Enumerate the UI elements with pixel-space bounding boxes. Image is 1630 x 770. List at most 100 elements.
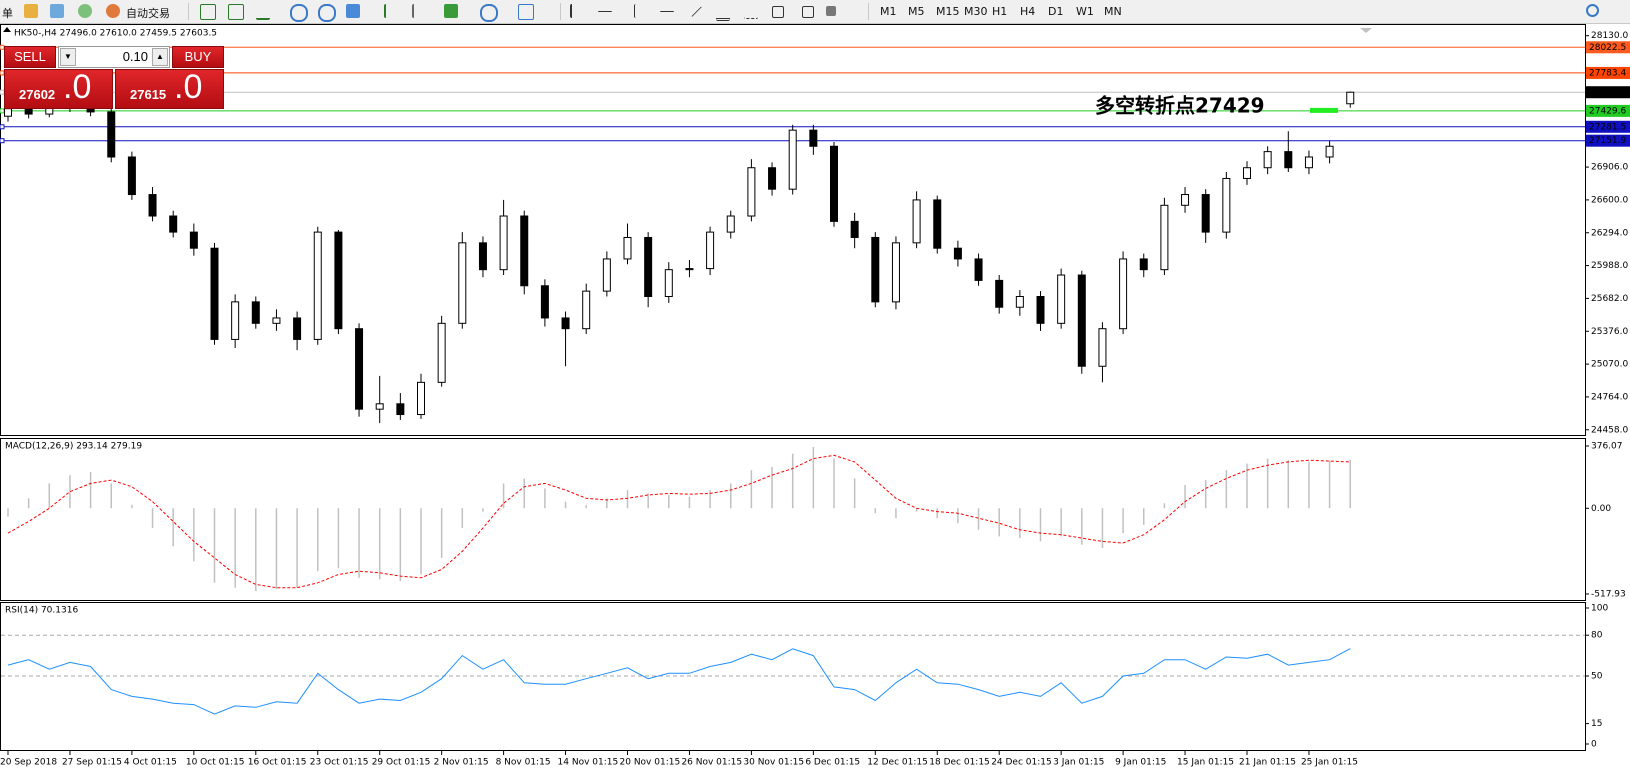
icon[interactable] bbox=[24, 4, 38, 18]
timeframe-button[interactable]: M1 bbox=[880, 5, 897, 18]
candle-body bbox=[293, 317, 302, 340]
candle-body bbox=[520, 215, 529, 287]
icon[interactable] bbox=[660, 11, 674, 13]
collapse-arrow[interactable] bbox=[3, 27, 11, 32]
y-tick-label: 26294.0 bbox=[1591, 228, 1628, 238]
y-tick-label: 25376.0 bbox=[1591, 327, 1628, 337]
sell-price-box[interactable]: 27602 .0 bbox=[4, 68, 113, 109]
x-tick-label: 24 Dec 01:15 bbox=[991, 758, 1052, 768]
x-tick-label: 27 Sep 01:15 bbox=[62, 758, 122, 768]
candle-body bbox=[830, 145, 838, 222]
timeframe-button[interactable]: H4 bbox=[1020, 5, 1036, 18]
separator bbox=[560, 3, 561, 20]
icon[interactable] bbox=[634, 4, 649, 18]
candle-body bbox=[933, 199, 942, 249]
icon[interactable] bbox=[480, 4, 498, 22]
candle-body bbox=[706, 231, 715, 270]
sell-button[interactable]: SELL bbox=[4, 46, 56, 68]
menu-label[interactable]: 单 bbox=[2, 7, 13, 20]
icon[interactable] bbox=[772, 6, 784, 18]
icon[interactable] bbox=[346, 4, 360, 18]
y-tick-label: 26600.0 bbox=[1591, 195, 1628, 205]
candle-body bbox=[458, 242, 467, 324]
x-tick-label: 12 Dec 01:15 bbox=[867, 758, 928, 768]
timeframe-button[interactable]: M15 bbox=[936, 5, 960, 18]
candle-body bbox=[1284, 151, 1293, 169]
candle-body bbox=[169, 215, 178, 233]
indicator-line bbox=[7, 648, 1351, 715]
timeframe-button[interactable]: M30 bbox=[964, 5, 988, 18]
timeframe-button[interactable]: D1 bbox=[1048, 5, 1064, 18]
icon[interactable] bbox=[200, 4, 216, 20]
level-label-bg bbox=[1586, 104, 1630, 117]
icon[interactable] bbox=[598, 11, 612, 13]
candle-body bbox=[1119, 258, 1128, 330]
candle-body bbox=[953, 247, 962, 260]
x-tick-label: 18 Dec 01:15 bbox=[929, 758, 990, 768]
candle-body bbox=[251, 301, 260, 324]
timeframe-button[interactable]: H1 bbox=[992, 5, 1008, 18]
sell-price: 27602 bbox=[19, 87, 56, 102]
candle-body bbox=[726, 215, 735, 233]
icon[interactable] bbox=[384, 4, 400, 18]
lot-input[interactable]: 0.10 bbox=[122, 49, 148, 64]
icon[interactable] bbox=[444, 4, 458, 18]
candle-body bbox=[644, 236, 653, 297]
x-tick-label: 15 Jan 01:15 bbox=[1177, 758, 1234, 768]
icon[interactable] bbox=[50, 4, 64, 18]
candle-body bbox=[1057, 274, 1066, 324]
timeframe-button[interactable]: W1 bbox=[1076, 5, 1094, 18]
candle-body bbox=[1222, 177, 1231, 233]
candle-body bbox=[871, 236, 880, 303]
level-label-bg bbox=[1586, 66, 1630, 79]
icon[interactable] bbox=[290, 4, 308, 22]
main-title: HK50-,H4 27496.0 27610.0 27459.5 27603.5 bbox=[14, 29, 217, 39]
annotation-marker bbox=[1310, 107, 1338, 113]
x-tick-label: 2 Nov 01:15 bbox=[434, 758, 489, 768]
timeframe-button[interactable]: M5 bbox=[908, 5, 925, 18]
toolbar: 单 自动交易 M1 M5 M15 M30 H1 H4 D1 W1 MN bbox=[0, 0, 1630, 24]
icon[interactable] bbox=[518, 4, 534, 20]
candle-body bbox=[891, 242, 900, 303]
x-tick-label: 23 Oct 01:15 bbox=[310, 758, 369, 768]
candle-body bbox=[1098, 328, 1107, 367]
search-icon[interactable] bbox=[1586, 4, 1599, 17]
icon[interactable] bbox=[716, 4, 730, 21]
level-label: 27603.5 bbox=[1589, 88, 1626, 98]
icon[interactable] bbox=[256, 4, 270, 20]
x-tick-label: 25 Jan 01:15 bbox=[1301, 758, 1358, 768]
icon[interactable] bbox=[570, 4, 586, 18]
y-tick-label: 26906.0 bbox=[1591, 163, 1628, 173]
candle-body bbox=[623, 236, 632, 260]
y-tick-label: 24458.0 bbox=[1591, 425, 1628, 435]
lot-down[interactable]: ▼ bbox=[60, 48, 76, 66]
y-tick-label: 25988.0 bbox=[1591, 261, 1628, 271]
y-tick-label: 28130.0 bbox=[1591, 31, 1628, 41]
icon[interactable] bbox=[802, 6, 814, 18]
candle-body bbox=[210, 247, 219, 340]
buy-price-box[interactable]: 27615 .0 bbox=[115, 68, 224, 109]
icon[interactable] bbox=[744, 4, 758, 19]
x-tick-label: 4 Oct 01:15 bbox=[124, 758, 177, 768]
icon[interactable] bbox=[228, 4, 244, 20]
candle-body bbox=[1325, 145, 1334, 158]
icon[interactable] bbox=[412, 4, 428, 18]
candle-body bbox=[1263, 151, 1272, 169]
lot-up[interactable]: ▲ bbox=[152, 48, 168, 66]
buy-button[interactable]: BUY bbox=[172, 46, 224, 68]
candle-body bbox=[664, 269, 673, 297]
auto-trading[interactable]: 自动交易 bbox=[126, 7, 170, 20]
timeframe-button[interactable]: MN bbox=[1104, 5, 1122, 18]
level-label-bg bbox=[1586, 86, 1630, 99]
icon[interactable] bbox=[318, 4, 336, 22]
candle-body bbox=[1077, 274, 1086, 367]
candle-body bbox=[396, 403, 405, 416]
icon[interactable] bbox=[106, 4, 120, 18]
sell-price-fraction: .0 bbox=[63, 68, 92, 106]
icon[interactable] bbox=[78, 4, 92, 18]
y-tick-label: 0.00 bbox=[1591, 504, 1611, 514]
icon[interactable] bbox=[826, 6, 836, 16]
